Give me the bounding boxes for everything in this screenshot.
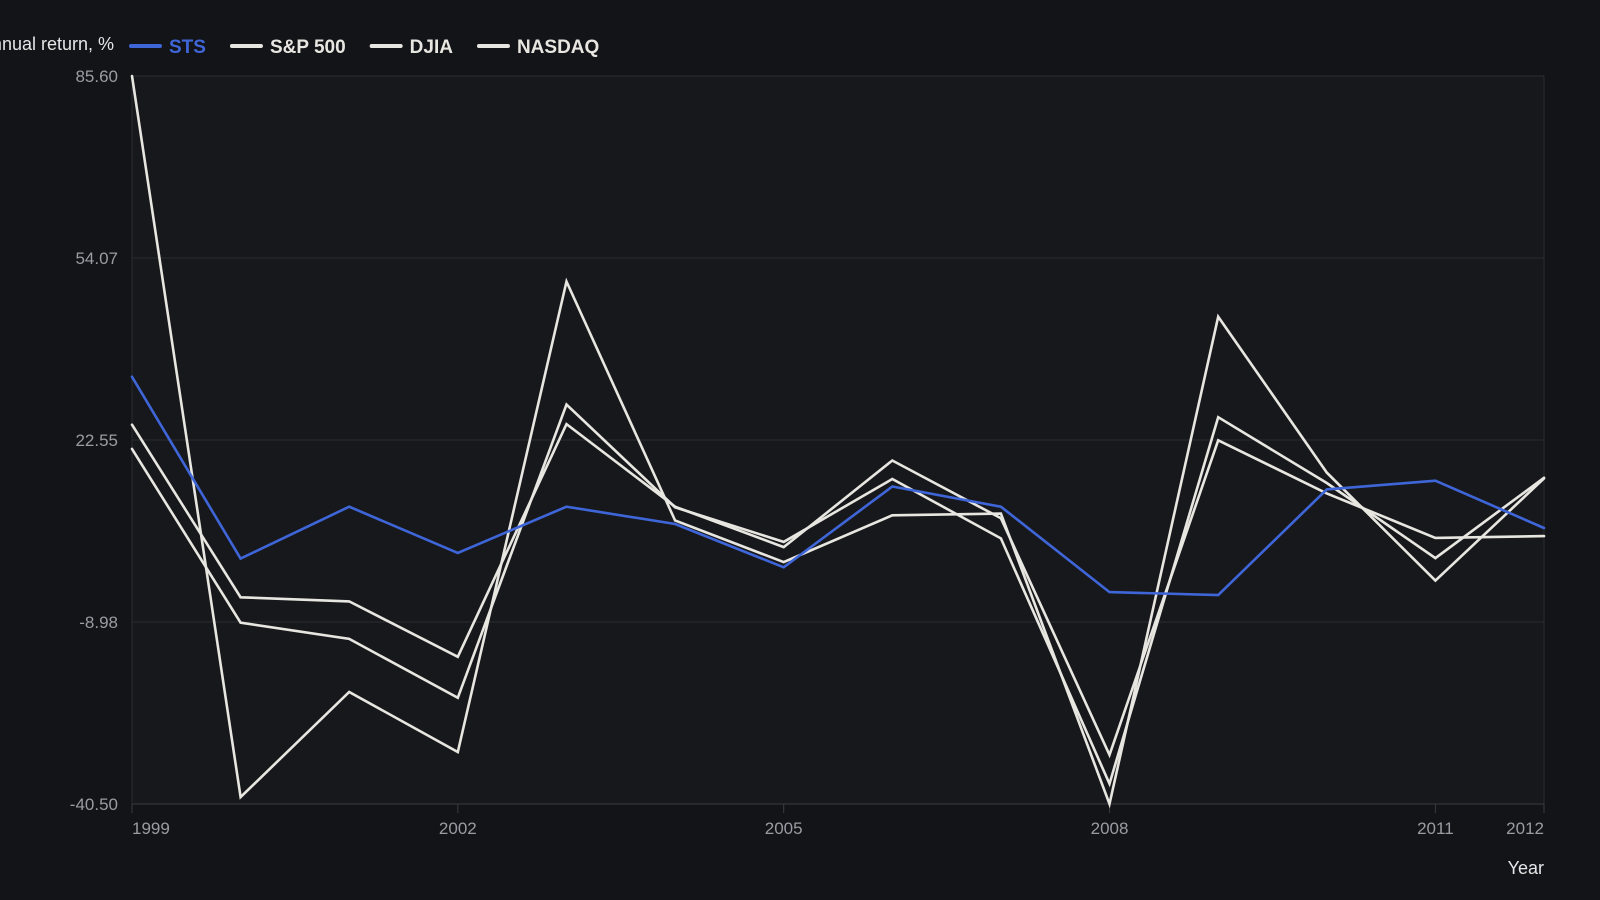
- series-line-sts: [130, 375, 1546, 597]
- x-tick-label: 1999: [132, 819, 170, 838]
- x-tick-label: 2008: [1091, 819, 1129, 838]
- series-line-nasdaq: [130, 74, 1546, 809]
- x-axis-label: Year: [1508, 858, 1544, 878]
- legend-item-sts[interactable]: STS: [129, 37, 206, 58]
- legend[interactable]: STS S&P 500 DJIA NASDAQ: [129, 37, 599, 58]
- legend-item-djia[interactable]: DJIA: [369, 37, 454, 58]
- legend-label: DJIA: [410, 37, 454, 58]
- y-axis-label: Annual return, %: [0, 34, 114, 54]
- series-line-s-p-500: [130, 402, 1546, 788]
- y-tick-label: 85.60: [75, 67, 118, 86]
- series-lines: [130, 74, 1546, 809]
- series-line-djia: [130, 422, 1546, 759]
- x-tick-label: 2012: [1506, 819, 1544, 838]
- x-tick-label: 2011: [1417, 819, 1454, 838]
- legend-label: STS: [169, 37, 206, 58]
- x-tick-label: 2002: [439, 819, 477, 838]
- x-tick-label: 2005: [765, 819, 803, 838]
- legend-item-nasdaq[interactable]: NASDAQ: [476, 37, 599, 58]
- y-tick-label: -40.50: [70, 795, 118, 814]
- legend-label: NASDAQ: [517, 37, 599, 58]
- y-tick-label: -8.98: [79, 613, 118, 632]
- legend-label: S&P 500: [270, 37, 346, 58]
- y-tick-label: 54.07: [75, 249, 118, 268]
- y-tick-label: 22.55: [75, 431, 118, 450]
- axes: -40.50 -8.98 22.55 54.07 85.60 1999 2002 2005 20…: [70, 67, 1545, 838]
- legend-item-s-p-500[interactable]: S&P 500: [229, 37, 346, 58]
